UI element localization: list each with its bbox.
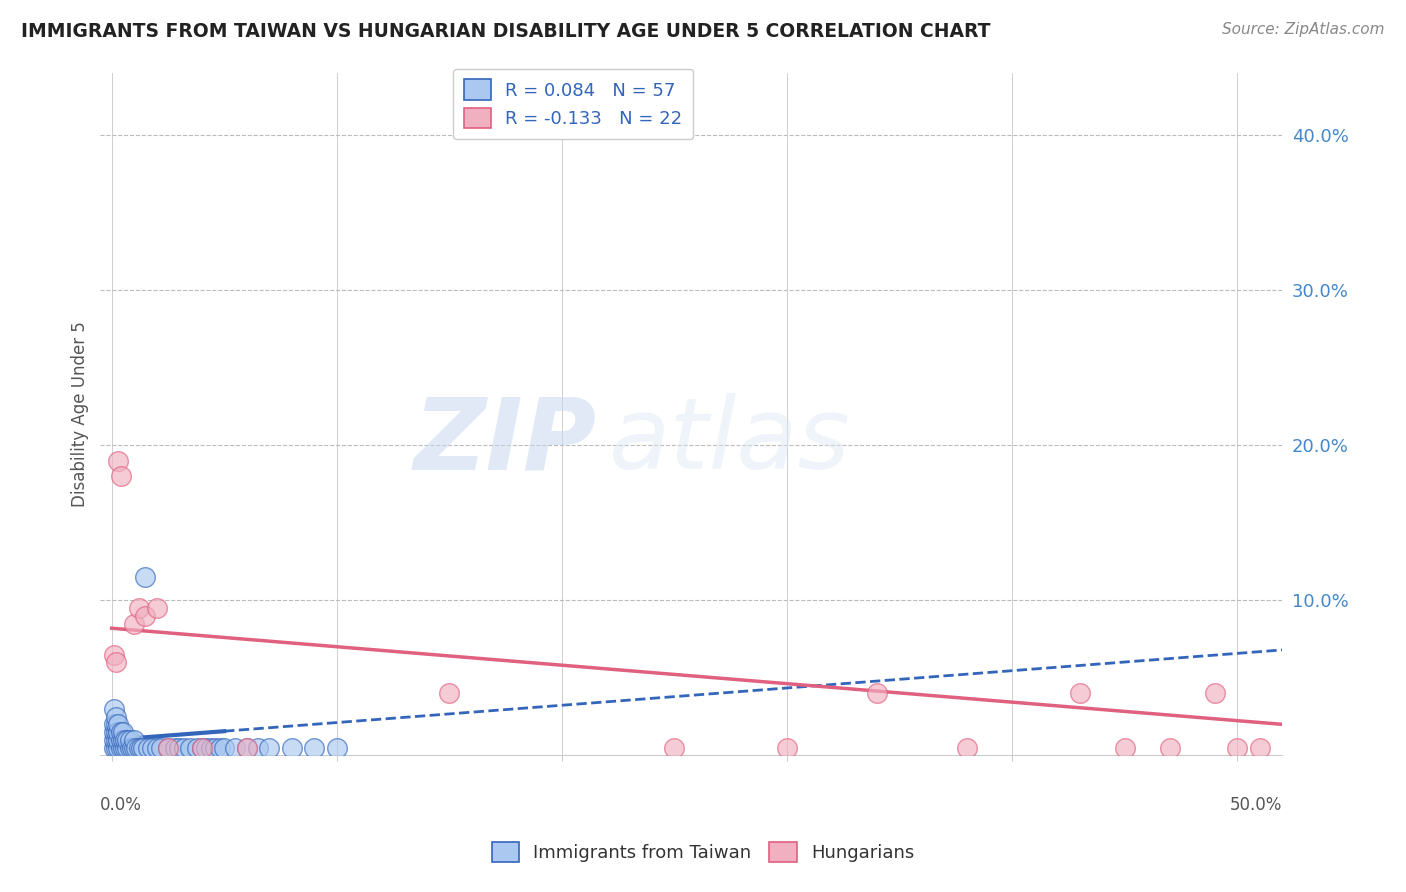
Point: [1204, 686, 1226, 700]
Point: [117, 740, 139, 755]
Point: [107, 454, 129, 468]
Text: ZIP: ZIP: [413, 393, 596, 490]
Point: [134, 570, 156, 584]
Point: [1069, 686, 1091, 700]
Point: [136, 740, 159, 755]
Point: [212, 740, 235, 755]
Text: Source: ZipAtlas.com: Source: ZipAtlas.com: [1222, 22, 1385, 37]
Point: [128, 601, 150, 615]
Point: [121, 740, 143, 755]
Point: [190, 740, 212, 755]
Point: [1114, 740, 1136, 755]
Point: [103, 740, 125, 755]
Point: [110, 732, 132, 747]
Point: [118, 740, 141, 755]
Point: [107, 732, 129, 747]
Point: [114, 732, 136, 747]
Point: [118, 732, 141, 747]
Y-axis label: Disability Age Under 5: Disability Age Under 5: [72, 321, 89, 508]
Point: [145, 601, 167, 615]
Legend: Immigrants from Taiwan, Hungarians: Immigrants from Taiwan, Hungarians: [485, 834, 921, 870]
Point: [302, 740, 325, 755]
Point: [156, 740, 179, 755]
Point: [235, 740, 257, 755]
Point: [111, 740, 134, 755]
Point: [107, 725, 129, 739]
Point: [103, 648, 125, 662]
Point: [128, 740, 150, 755]
Point: [129, 740, 152, 755]
Point: [111, 732, 134, 747]
Point: [132, 740, 155, 755]
Point: [134, 608, 156, 623]
Point: [1226, 740, 1249, 755]
Point: [156, 740, 179, 755]
Point: [110, 725, 132, 739]
Point: [204, 740, 226, 755]
Point: [664, 740, 686, 755]
Point: [186, 740, 208, 755]
Point: [107, 740, 129, 755]
Point: [122, 616, 145, 631]
Point: [208, 740, 231, 755]
Point: [103, 702, 125, 716]
Point: [866, 686, 889, 700]
Point: [439, 686, 461, 700]
Point: [105, 656, 128, 670]
Point: [122, 740, 145, 755]
Point: [105, 709, 128, 723]
Point: [103, 717, 125, 731]
Point: [150, 740, 173, 755]
Text: 50.0%: 50.0%: [1230, 797, 1282, 814]
Point: [114, 740, 136, 755]
Point: [167, 740, 190, 755]
Point: [141, 740, 163, 755]
Point: [105, 717, 128, 731]
Point: [103, 732, 125, 747]
Point: [200, 740, 222, 755]
Point: [145, 740, 167, 755]
Point: [257, 740, 280, 755]
Point: [103, 725, 125, 739]
Point: [110, 740, 132, 755]
Text: IMMIGRANTS FROM TAIWAN VS HUNGARIAN DISABILITY AGE UNDER 5 CORRELATION CHART: IMMIGRANTS FROM TAIWAN VS HUNGARIAN DISA…: [21, 22, 991, 41]
Point: [195, 740, 218, 755]
Point: [1159, 740, 1181, 755]
Point: [105, 725, 128, 739]
Point: [125, 740, 148, 755]
Point: [122, 732, 145, 747]
Point: [105, 740, 128, 755]
Legend: R = 0.084   N = 57, R = -0.133   N = 22: R = 0.084 N = 57, R = -0.133 N = 22: [453, 69, 693, 139]
Point: [107, 717, 129, 731]
Point: [179, 740, 201, 755]
Point: [105, 732, 128, 747]
Text: 0.0%: 0.0%: [100, 797, 142, 814]
Point: [190, 740, 212, 755]
Point: [1249, 740, 1271, 755]
Point: [110, 469, 132, 483]
Point: [163, 740, 186, 755]
Text: atlas: atlas: [609, 393, 851, 490]
Point: [776, 740, 799, 755]
Point: [280, 740, 302, 755]
Point: [117, 732, 139, 747]
Point: [956, 740, 979, 755]
Point: [246, 740, 269, 755]
Point: [111, 725, 134, 739]
Point: [235, 740, 257, 755]
Point: [325, 740, 347, 755]
Point: [224, 740, 246, 755]
Point: [173, 740, 195, 755]
